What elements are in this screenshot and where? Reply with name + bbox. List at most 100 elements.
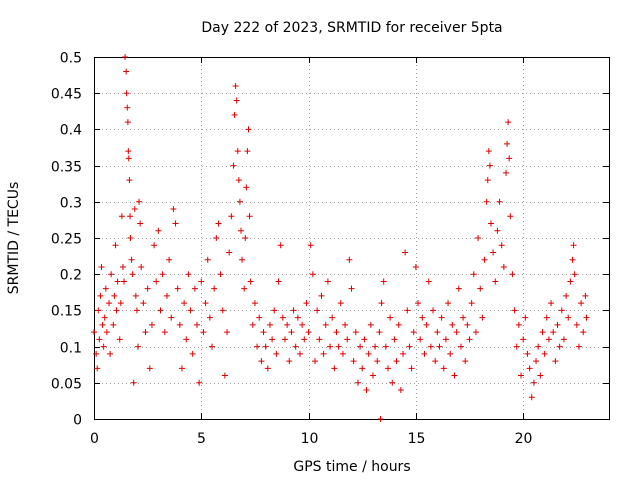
- y-tick-label: 0.2: [60, 268, 82, 284]
- data-point: [307, 242, 314, 249]
- data-point: [329, 314, 336, 321]
- data-point: [151, 242, 158, 249]
- data-point: [425, 278, 432, 285]
- data-point: [462, 358, 469, 365]
- data-point: [97, 292, 104, 299]
- data-point: [466, 336, 473, 343]
- data-point: [348, 285, 355, 292]
- data-point: [507, 213, 514, 220]
- data-point: [455, 285, 462, 292]
- data-point: [183, 336, 190, 343]
- data-point: [533, 358, 540, 365]
- data-point: [196, 379, 203, 386]
- y-tick-label: 0.35: [51, 160, 82, 176]
- data-point: [101, 314, 108, 321]
- data-point: [382, 343, 389, 350]
- data-point: [266, 321, 273, 328]
- data-point: [410, 329, 417, 336]
- data-point: [468, 300, 475, 307]
- data-point: [511, 307, 518, 314]
- data-point: [432, 358, 439, 365]
- data-point: [400, 350, 406, 357]
- data-point: [503, 169, 509, 176]
- x-tick-label: 10: [301, 431, 319, 447]
- data-point: [447, 350, 454, 357]
- y-tick-label: 0.5: [60, 51, 82, 67]
- data-point: [129, 271, 136, 278]
- data-point: [520, 336, 527, 343]
- data-point: [138, 263, 145, 270]
- data-point: [121, 278, 128, 285]
- y-axis-label: SRMTID / TECUs: [6, 182, 22, 295]
- data-point: [290, 307, 297, 314]
- data-point: [244, 148, 251, 155]
- data-point: [191, 285, 198, 292]
- data-point: [251, 300, 258, 307]
- x-axis-label: GPS time / hours: [293, 459, 410, 475]
- data-point: [314, 307, 321, 314]
- data-point: [136, 198, 143, 205]
- data-point: [570, 242, 577, 249]
- data-point: [163, 292, 170, 299]
- data-point: [247, 278, 254, 285]
- data-point: [442, 336, 449, 343]
- data-point: [545, 336, 552, 343]
- data-point: [95, 307, 102, 314]
- data-point: [108, 271, 115, 278]
- data-point: [365, 350, 372, 357]
- data-point: [363, 387, 370, 394]
- data-point: [316, 336, 323, 343]
- data-point: [230, 162, 237, 169]
- data-point: [440, 365, 447, 372]
- data-point: [102, 285, 109, 292]
- grid-lines: [94, 57, 609, 419]
- data-point: [438, 314, 445, 321]
- data-point: [269, 336, 276, 343]
- data-point: [558, 307, 565, 314]
- data-point: [124, 104, 131, 111]
- data-point: [575, 343, 582, 350]
- data-point: [526, 365, 533, 372]
- data-point: [168, 314, 175, 321]
- data-point: [453, 329, 460, 336]
- data-point: [528, 394, 535, 401]
- data-point: [178, 365, 185, 372]
- data-point: [125, 148, 132, 155]
- data-point: [242, 235, 249, 241]
- y-tick-label: 0.05: [51, 377, 82, 393]
- data-point: [369, 372, 376, 379]
- data-point: [498, 242, 505, 249]
- data-point: [123, 90, 130, 97]
- data-point: [221, 372, 228, 379]
- chart-title: Day 222 of 2023, SRMTID for receiver 5pt…: [201, 20, 502, 36]
- data-point: [112, 242, 119, 249]
- data-point: [391, 336, 398, 343]
- data-point: [423, 321, 430, 328]
- data-point: [148, 321, 155, 328]
- data-point: [333, 329, 340, 336]
- data-point: [305, 329, 312, 336]
- data-point: [445, 300, 452, 307]
- data-point: [483, 198, 490, 205]
- data-point: [114, 278, 121, 285]
- data-point: [166, 256, 173, 263]
- data-point: [256, 314, 263, 321]
- data-point: [477, 285, 484, 292]
- x-tick-label: 20: [515, 431, 533, 447]
- data-point: [174, 285, 181, 292]
- data-point: [500, 263, 507, 270]
- data-point: [279, 314, 286, 321]
- data-point: [331, 365, 338, 372]
- data-point: [312, 358, 319, 365]
- data-point: [327, 343, 334, 350]
- data-point: [539, 329, 546, 336]
- data-point: [350, 358, 357, 365]
- data-point: [513, 343, 520, 350]
- data-point: [234, 148, 241, 155]
- data-point: [509, 271, 516, 278]
- data-point: [436, 343, 443, 350]
- data-point: [485, 148, 492, 155]
- data-point: [552, 358, 559, 365]
- data-point: [137, 220, 144, 227]
- data-point: [130, 379, 137, 386]
